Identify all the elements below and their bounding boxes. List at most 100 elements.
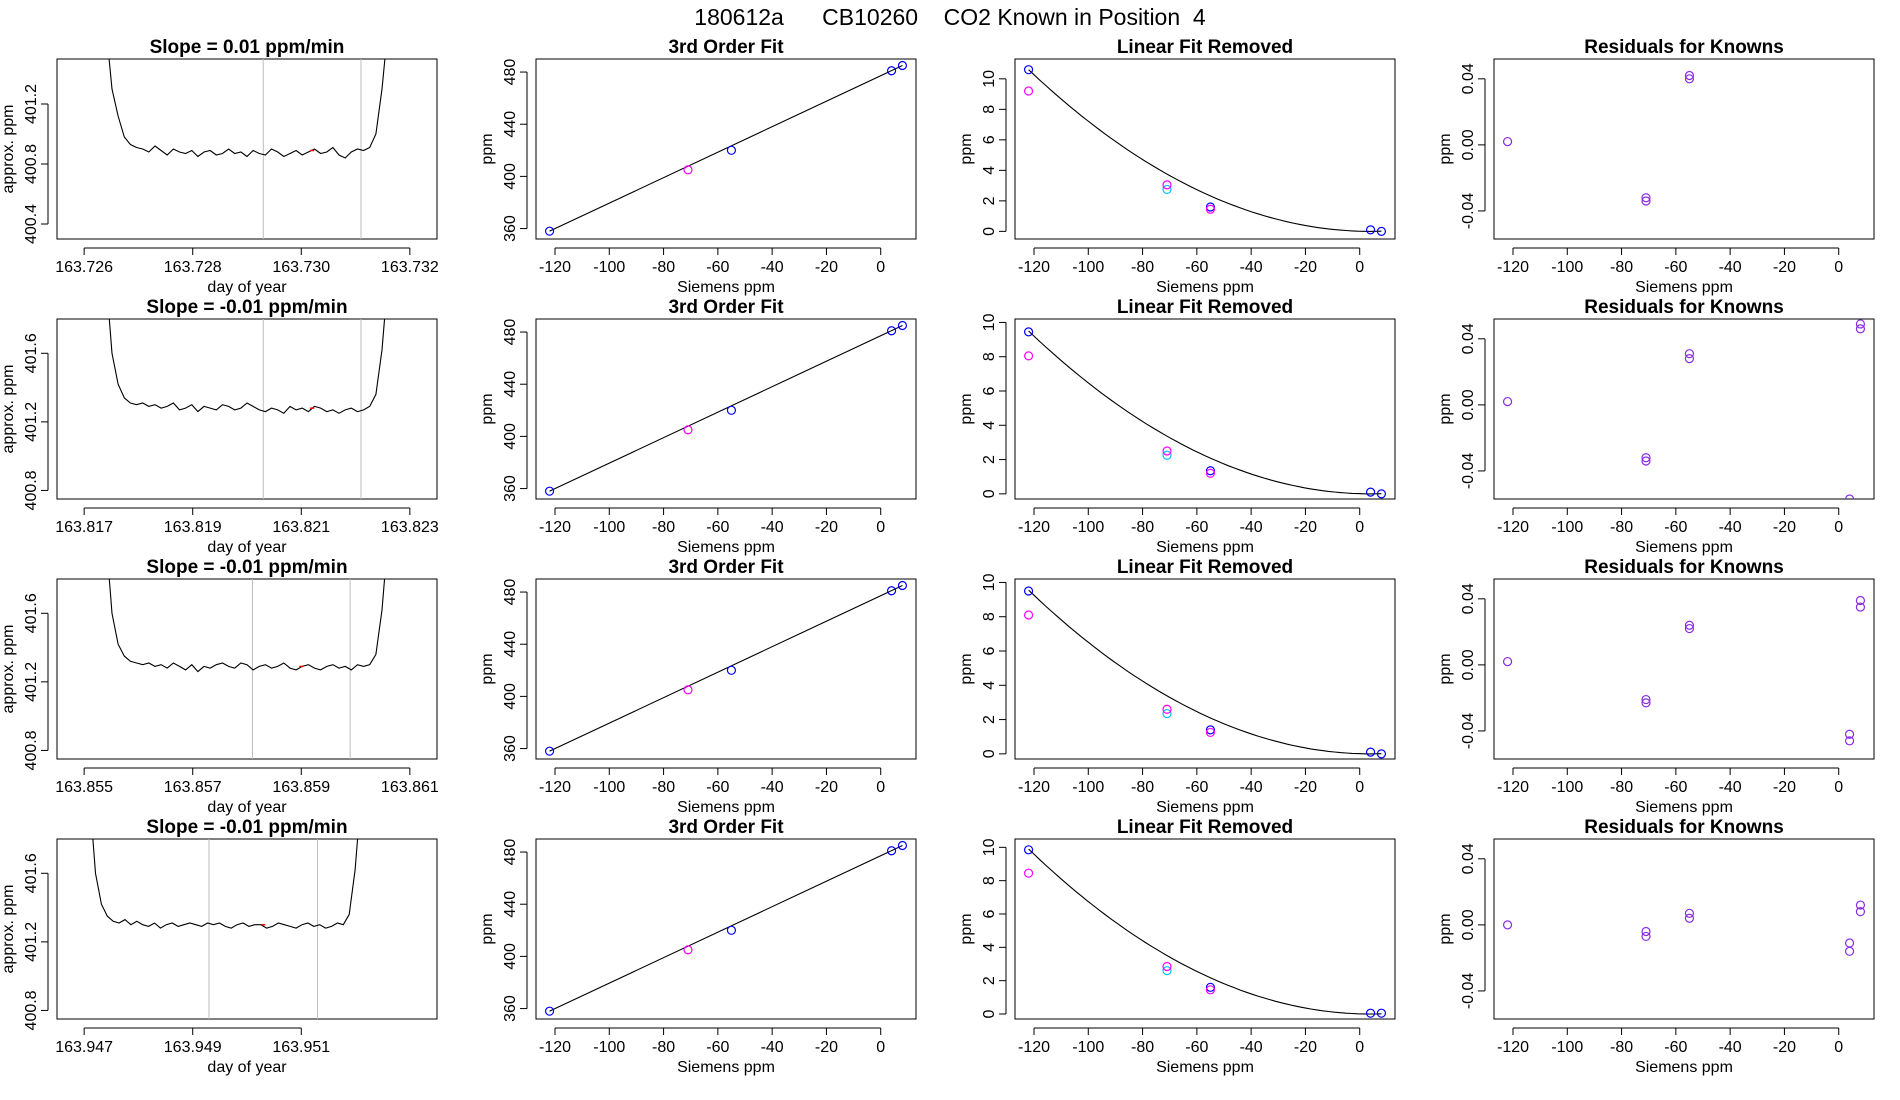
x-tick-label: -60 bbox=[706, 779, 729, 796]
chart-title: 3rd Order Fit bbox=[668, 297, 784, 318]
x-tick-label: 163.951 bbox=[272, 1039, 330, 1056]
plot-frame bbox=[535, 578, 917, 760]
data-point bbox=[1684, 70, 1695, 81]
y-tick-label: 401.2 bbox=[23, 84, 40, 124]
y-tick-label: -0.04 bbox=[1460, 453, 1477, 490]
x-tick-label: 163.730 bbox=[272, 259, 330, 276]
chart-panel: Residuals for Knowns -120 -100 -80 -60 -40 -20… bbox=[1437, 297, 1875, 556]
y-tick-label: 360 bbox=[502, 215, 519, 242]
fit-line bbox=[1028, 589, 1382, 755]
x-tick-label: -120 bbox=[1497, 259, 1529, 276]
x-tick-label: -100 bbox=[1551, 259, 1583, 276]
y-tick-label: 360 bbox=[502, 735, 519, 762]
x-tick-label: 163.947 bbox=[55, 1039, 113, 1056]
data-point bbox=[1023, 86, 1034, 96]
x-tick-label: -100 bbox=[1551, 1039, 1583, 1056]
y-axis-label: ppm bbox=[1437, 653, 1454, 684]
chart-panel: Linear Fit Removed -120 -100 -80 -60 -40 -20 0 S… bbox=[958, 557, 1396, 816]
x-tick-label: -120 bbox=[1018, 779, 1050, 796]
y-tick-label: 0.00 bbox=[1460, 129, 1477, 160]
chart-title: Residuals for Knowns bbox=[1584, 37, 1784, 58]
y-axis-label: ppm bbox=[479, 653, 496, 684]
plot-area bbox=[544, 580, 908, 756]
x-tick-label: 0 bbox=[1355, 779, 1364, 796]
plot-frame bbox=[1014, 838, 1396, 1020]
series-line bbox=[108, 579, 386, 673]
x-tick-label: -40 bbox=[1240, 519, 1263, 536]
x-axis-label: Siemens ppm bbox=[1156, 1059, 1254, 1076]
data-point bbox=[1162, 446, 1172, 456]
x-tick-label: -40 bbox=[1240, 779, 1263, 796]
plot-area bbox=[1023, 586, 1387, 759]
y-axis-label: ppm bbox=[1437, 393, 1454, 424]
y-tick-label: 480 bbox=[502, 579, 519, 606]
chart-title: Slope = -0.01 ppm/min bbox=[146, 557, 347, 578]
x-tick-label: -80 bbox=[1610, 259, 1633, 276]
x-tick-label: -100 bbox=[593, 519, 625, 536]
x-tick-label: -100 bbox=[593, 1039, 625, 1056]
x-tick-label: -20 bbox=[1773, 1039, 1796, 1056]
y-tick-label: 0 bbox=[981, 749, 998, 758]
x-tick-label: -120 bbox=[1018, 1039, 1050, 1056]
data-point bbox=[1365, 1008, 1376, 1018]
x-tick-label: -60 bbox=[1664, 259, 1687, 276]
x-axis-label: Siemens ppm bbox=[1156, 279, 1254, 296]
data-point bbox=[683, 425, 693, 435]
x-axis-label: day of year bbox=[207, 279, 287, 296]
data-point bbox=[1641, 196, 1651, 206]
data-point bbox=[1855, 595, 1866, 606]
y-tick-label: 360 bbox=[502, 475, 519, 502]
x-tick-label: -120 bbox=[1497, 779, 1529, 796]
x-tick-label: 0 bbox=[1355, 259, 1364, 276]
data-point bbox=[1376, 226, 1387, 236]
y-axis-label: ppm bbox=[958, 913, 975, 944]
x-tick-label: -40 bbox=[1719, 779, 1742, 796]
data-point bbox=[1684, 908, 1695, 918]
page-title: 180612a CB10260 CO2 Known in Position 4 bbox=[694, 4, 1206, 30]
chart-title: Residuals for Knowns bbox=[1584, 557, 1784, 578]
chart-title: 3rd Order Fit bbox=[668, 817, 784, 838]
data-point bbox=[1365, 225, 1376, 235]
x-tick-label: -80 bbox=[1610, 779, 1633, 796]
data-point bbox=[897, 840, 908, 851]
plot-frame bbox=[56, 838, 438, 1020]
x-tick-label: -80 bbox=[1610, 1039, 1633, 1056]
data-point bbox=[726, 665, 737, 675]
chart-panel: Linear Fit Removed -120 -100 -80 -60 -40 -20 0 S… bbox=[958, 297, 1396, 556]
plot-area bbox=[544, 60, 908, 236]
x-tick-label: -60 bbox=[1185, 1039, 1208, 1056]
y-tick-label: 8 bbox=[981, 352, 998, 361]
data-point bbox=[1365, 487, 1376, 497]
x-tick-label: -120 bbox=[539, 1039, 571, 1056]
x-tick-label: -60 bbox=[1185, 259, 1208, 276]
y-axis-label: approx. ppm bbox=[0, 885, 17, 974]
y-tick-label: -0.04 bbox=[1460, 973, 1477, 1010]
y-tick-label: 400.8 bbox=[23, 470, 40, 510]
plot-area bbox=[108, 59, 386, 239]
data-point bbox=[1162, 180, 1172, 190]
x-axis-label: Siemens ppm bbox=[1635, 1059, 1733, 1076]
x-tick-label: 0 bbox=[876, 519, 885, 536]
x-tick-label: -20 bbox=[1294, 1039, 1317, 1056]
y-tick-label: 440 bbox=[502, 891, 519, 918]
data-point bbox=[886, 326, 897, 336]
x-tick-label: -100 bbox=[1072, 519, 1104, 536]
chart-panel: Linear Fit Removed -120 -100 -80 -60 -40 -20 0 S… bbox=[958, 37, 1396, 296]
x-axis-label: day of year bbox=[207, 799, 287, 816]
data-point bbox=[1023, 65, 1034, 75]
data-point bbox=[1844, 494, 1855, 499]
chart-title: Linear Fit Removed bbox=[1117, 297, 1293, 318]
data-point bbox=[1205, 466, 1216, 476]
y-tick-label: 4 bbox=[981, 681, 998, 690]
y-tick-label: 440 bbox=[502, 111, 519, 138]
x-axis-label: Siemens ppm bbox=[1156, 539, 1254, 556]
fit-line bbox=[549, 585, 903, 752]
plot-frame bbox=[535, 838, 917, 1020]
y-tick-label: 2 bbox=[981, 976, 998, 985]
x-tick-label: -60 bbox=[1664, 1039, 1687, 1056]
data-point bbox=[1205, 202, 1216, 212]
y-tick-label: 6 bbox=[981, 135, 998, 144]
chart-title: Slope = -0.01 ppm/min bbox=[146, 817, 347, 838]
plot-area bbox=[1502, 595, 1866, 746]
x-tick-label: 163.726 bbox=[55, 259, 113, 276]
